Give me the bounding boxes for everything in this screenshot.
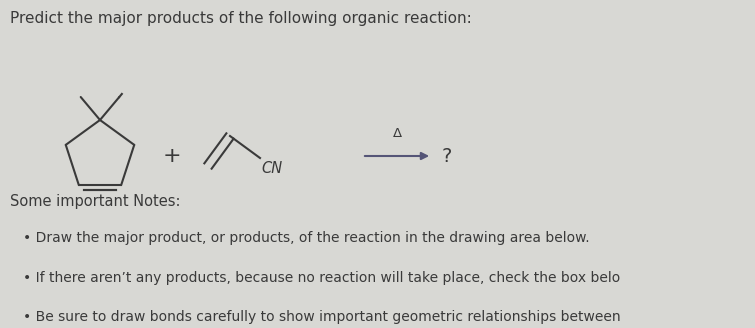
Text: ?: ? [442, 147, 452, 166]
Text: Δ: Δ [393, 127, 402, 140]
Text: • Be sure to draw bonds carefully to show important geometric relationships betw: • Be sure to draw bonds carefully to sho… [23, 310, 621, 324]
Text: Some important Notes:: Some important Notes: [10, 194, 180, 209]
Text: • If there aren’t any products, because no reaction will take place, check the b: • If there aren’t any products, because … [23, 271, 620, 285]
Text: Predict the major products of the following organic reaction:: Predict the major products of the follow… [10, 11, 472, 27]
Text: +: + [162, 146, 181, 166]
Text: • Draw the major product, or products, of the reaction in the drawing area below: • Draw the major product, or products, o… [23, 231, 589, 245]
Text: CN: CN [262, 161, 283, 176]
